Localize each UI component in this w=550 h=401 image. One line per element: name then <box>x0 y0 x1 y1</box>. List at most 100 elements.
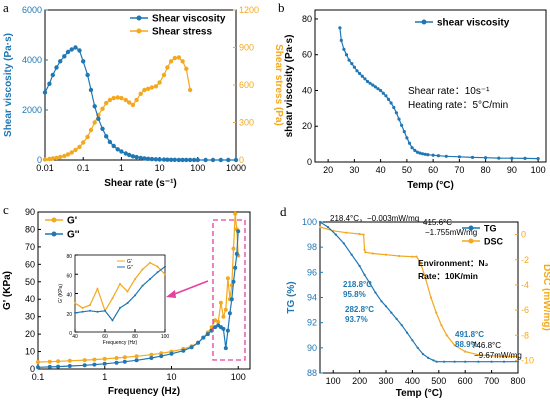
panel-a-shear-stress-point <box>65 152 71 157</box>
panel-d-y-tick-label: 92 <box>307 318 317 328</box>
panel-a-shear-viscosity-point <box>115 147 120 152</box>
panel-a-shear-viscosity-point <box>54 65 59 70</box>
panel-c-inset-g-prime-point <box>81 306 84 309</box>
panel-c-inset-g-double-prime-point <box>81 310 84 313</box>
panel-d-y-axis-label: TG (%) <box>286 281 297 313</box>
panel-c-inset-g-double-prime-point <box>149 278 151 281</box>
panel-a-shear-viscosity-point <box>127 152 132 158</box>
panel-b-shear-viscosity-point <box>360 74 364 78</box>
panel-a-legend-stress-marker <box>136 28 142 34</box>
panel-b-shear-viscosity-point <box>347 58 351 62</box>
panel-a-shear-viscosity-point <box>111 143 116 149</box>
panel-b-annotation-heating-rate: Heating rate：5°C/min <box>408 100 508 111</box>
panel-d-tg-point <box>326 225 329 229</box>
panel-c-g-prime-point <box>67 358 72 363</box>
panel-c-g-prime-point <box>218 300 223 305</box>
panel-d-dsc-point <box>502 355 506 358</box>
panel-d-dsc-point <box>364 251 367 254</box>
panel-d-legend-dsc-marker <box>468 238 474 244</box>
panel-d-tg-point <box>406 331 409 334</box>
panel-b-shear-viscosity-point <box>355 69 359 73</box>
panel-a-right-y-tick-label: 300 <box>239 118 254 128</box>
panel-c-inset-y-tick-label: 60 <box>66 273 72 279</box>
panel-a-shear-viscosity-point <box>172 157 177 162</box>
panel-c-inset-g-double-prime-point <box>74 311 76 314</box>
panel-a-shear-stress-point <box>73 147 78 153</box>
panel-c-g-double-prime-point <box>67 364 72 368</box>
panel-b-shear-viscosity-point <box>338 26 342 30</box>
panel-b-shear-viscosity-point <box>523 156 527 160</box>
panel-b-shear-viscosity-point <box>470 155 475 159</box>
panel-c-y-tick-label: 40 <box>25 294 35 304</box>
panel-b-shear-viscosity-point <box>413 148 417 152</box>
panel-a-shear-viscosity-point <box>119 149 124 154</box>
panel-b-y-tick-label: 20 <box>302 121 312 131</box>
panel-c-inset-g-prime-point <box>156 265 159 268</box>
panel-a-y-tick-label: 2000 <box>22 105 42 115</box>
panel-a-shear-viscosity-point <box>184 157 189 163</box>
panel-a-shear-stress-point <box>119 95 124 101</box>
panel-a-shear-stress-point <box>107 97 113 103</box>
panel-c-g-prime-point <box>102 356 107 361</box>
panel-d-right-y-tick-label: 0 <box>521 230 526 240</box>
panel-c-inset-g-prime-point <box>164 273 166 276</box>
panel-c-inset-y-tick-label: 20 <box>66 312 72 318</box>
panel-d-right-y-tick-label: -6 <box>521 305 529 315</box>
panel-a-shear-stress-point <box>168 59 174 64</box>
panel-d-dsc-point <box>453 344 456 347</box>
panel-b-x-axis-label: Temp (°C) <box>407 180 454 191</box>
panel-a-shear-stress-point <box>54 155 59 161</box>
panel-d-dsc-point <box>363 248 366 251</box>
panel-b-shear-viscosity-point <box>371 83 375 87</box>
panel-letter-c: c <box>3 202 9 217</box>
panel-d-rate-text: Rate：10K/min <box>418 271 478 281</box>
panel-c-g-prime-point <box>36 360 40 364</box>
panel-c-y-tick-label: 10 <box>25 347 35 357</box>
panel-c-inset-x-tick-label: 100 <box>161 334 170 340</box>
panel-a-shear-stress-point <box>111 95 116 101</box>
panel-d-dsc-point <box>419 261 422 264</box>
panel-d-tg-line <box>319 221 518 363</box>
panel-c-inset-y-tick-label: 40 <box>66 293 72 299</box>
panel-c-g-double-prime-point <box>92 362 97 367</box>
panel-d-annotation-5-value: 88.9% <box>455 340 478 349</box>
panel-c-g-double-prime-point <box>181 348 186 353</box>
panel-b-shear-viscosity-point <box>376 87 380 91</box>
panel-d-dsc-point <box>445 334 448 337</box>
panel-c-inset-x-tick-label: 60 <box>102 334 108 340</box>
panel-c-legend-g-prime-marker <box>51 217 57 223</box>
panel-d-dsc-point <box>435 311 438 314</box>
panel-c-legend-g-double-prime-marker <box>51 231 57 237</box>
panel-d-tg-point <box>490 360 493 363</box>
panel-a-shear-viscosity-point <box>107 139 113 145</box>
panel-a-y-tick-label: 0 <box>37 155 42 165</box>
panel-b-shear-viscosity-point <box>392 105 396 110</box>
panel-b-shear-viscosity-point <box>381 91 385 95</box>
panel-a-shear-stress-point <box>50 156 55 161</box>
panel-c-inset-g-double-prime-point <box>119 306 121 309</box>
panel-a-shear-stress-point <box>161 72 167 78</box>
panel-d-dsc-point <box>345 231 348 234</box>
panel-d-tg-point <box>427 356 430 359</box>
panel-c-g-prime-point <box>221 314 226 319</box>
panel-c-inset-g-double-prime-point <box>156 271 159 274</box>
panel-b-shear-viscosity-point <box>373 85 377 89</box>
panel-c-g-double-prime-point <box>205 332 210 337</box>
panel-d-dsc-point <box>424 277 427 280</box>
panel-d-tg-point <box>443 360 446 363</box>
panel-d-right-y-tick-label: -8 <box>521 330 529 340</box>
panel-c-y-tick-label: 70 <box>25 242 35 252</box>
panel-a-shear-viscosity-point <box>134 154 139 160</box>
panel-d-x-tick-label: 600 <box>458 376 473 386</box>
panel-c-g-double-prime-point <box>221 326 226 331</box>
panel-c-g-double-prime-point <box>82 363 87 368</box>
panel-a-shear-stress-point <box>138 91 143 97</box>
panel-a-shear-stress-point <box>165 65 170 70</box>
panel-c-y-tick-label: 90 <box>25 207 35 217</box>
panel-c-g-double-prime-point <box>196 340 201 345</box>
panel-c-g-prime-point <box>159 351 164 356</box>
panel-a-shear-stress-point <box>92 120 97 125</box>
panel-a-shear-viscosity-point <box>77 48 82 53</box>
panel-a-shear-stress-point <box>123 97 128 103</box>
panel-c-g-prime-point <box>223 307 228 312</box>
